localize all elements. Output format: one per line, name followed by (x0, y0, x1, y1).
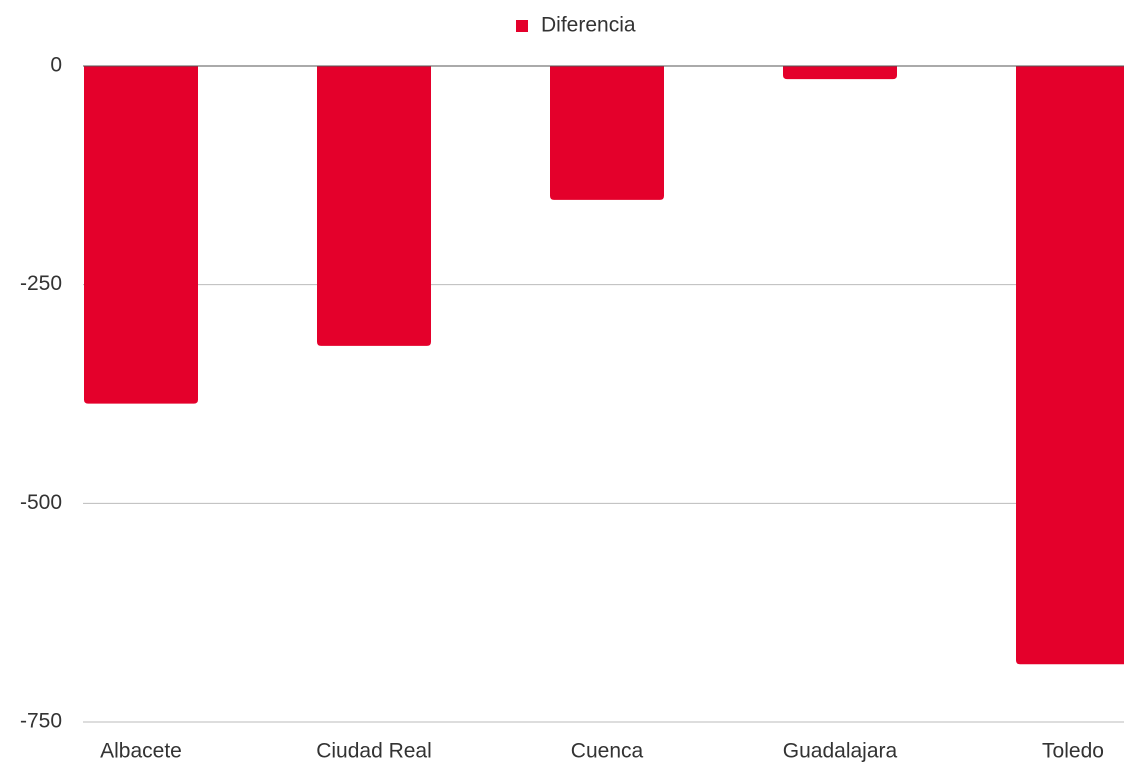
x-tick-label: Ciudad Real (316, 740, 432, 763)
x-tick-label: Toledo (1042, 740, 1104, 763)
bar (783, 66, 897, 80)
y-tick-label: -500 (20, 491, 62, 514)
bar (550, 66, 664, 200)
y-tick-label: -750 (20, 710, 62, 733)
y-tick-label: -250 (20, 272, 62, 295)
legend-label: Diferencia (541, 14, 636, 37)
bar (317, 66, 431, 346)
y-tick-label: 0 (50, 54, 62, 77)
legend-swatch (516, 20, 528, 32)
x-tick-label: Cuenca (571, 740, 644, 763)
bar (1016, 66, 1124, 665)
x-tick-label: Guadalajara (783, 740, 898, 763)
x-tick-label: Albacete (100, 740, 182, 763)
bar (84, 66, 198, 404)
